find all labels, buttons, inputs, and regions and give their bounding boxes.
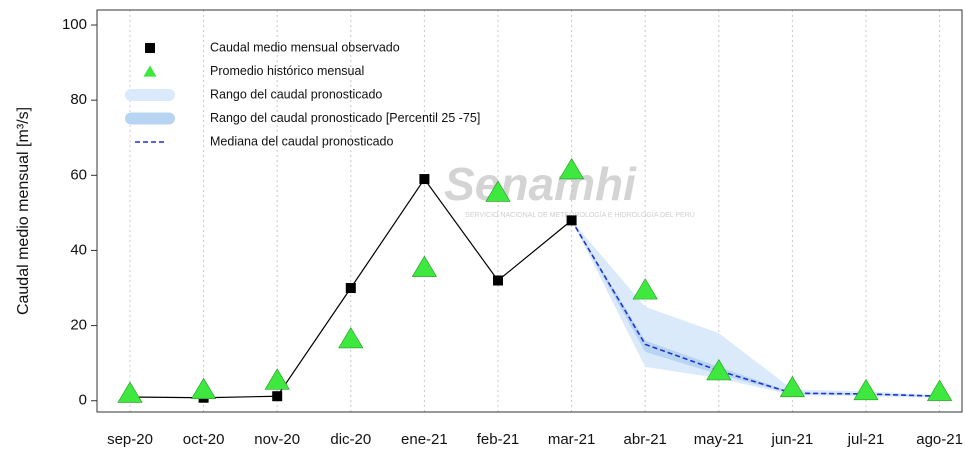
x-tick-label: mar-21 [548,431,596,448]
y-axis-label: Caudal medio mensual [m³/s] [15,107,32,315]
historical-point [190,377,217,399]
forecast-band [571,220,940,397]
legend-label: Rango del caudal pronosticado [Percentil… [210,111,480,125]
x-tick-label: may-21 [694,431,744,448]
watermark-title: Senamhi [444,158,637,210]
x-tick-label: nov-20 [254,431,300,448]
historical-point [926,379,953,401]
observed-point [272,391,283,402]
watermark-subtitle: SERVICIO NACIONAL DE METEOROLOGÍA E HIDR… [465,210,695,219]
legend-swatch [143,65,157,77]
legend-label: Caudal medio mensual observado [210,40,400,54]
historical-point [558,157,585,180]
historical-point [779,375,806,398]
y-tick-label: 40 [70,241,87,258]
historical-point [853,378,879,401]
x-tick-label: ene-21 [401,431,448,448]
x-tick-label: sep-20 [107,431,153,448]
x-tick-label: abr-21 [624,431,667,448]
y-tick-label: 20 [70,317,87,334]
historical-point [632,278,658,300]
historical-point [338,327,364,349]
y-tick-label: 0 [79,392,87,409]
observed-point [566,215,577,226]
y-tick-label: 100 [62,16,87,33]
observed-point [345,283,356,294]
x-tick-label: oct-20 [183,431,225,448]
historical-point [706,358,732,381]
plot-frame [96,9,963,413]
x-tick-label: jul-21 [847,431,885,448]
legend-label: Mediana del caudal pronosticado [210,134,394,148]
x-tick-label: ago-21 [916,431,963,448]
historical-point [485,180,511,202]
observed-point [419,174,430,185]
x-tick-label: dic-20 [330,431,371,448]
observed-point [493,275,503,286]
legend-swatch [125,112,175,125]
historical-point [117,381,143,403]
x-tick-label: jun-21 [771,431,814,448]
median-line [570,219,940,398]
legend-swatch [125,89,175,101]
legend-swatch [145,43,155,53]
y-tick-label: 80 [70,91,87,108]
y-tick-label: 60 [70,166,87,183]
historical-point [264,368,290,390]
historical-point [411,255,438,277]
legend-label: Rango del caudal pronosticado [210,87,382,101]
forecast-band [571,220,940,398]
x-tick-label: feb-21 [477,431,520,448]
legend-label: Promedio histórico mensual [210,64,364,78]
